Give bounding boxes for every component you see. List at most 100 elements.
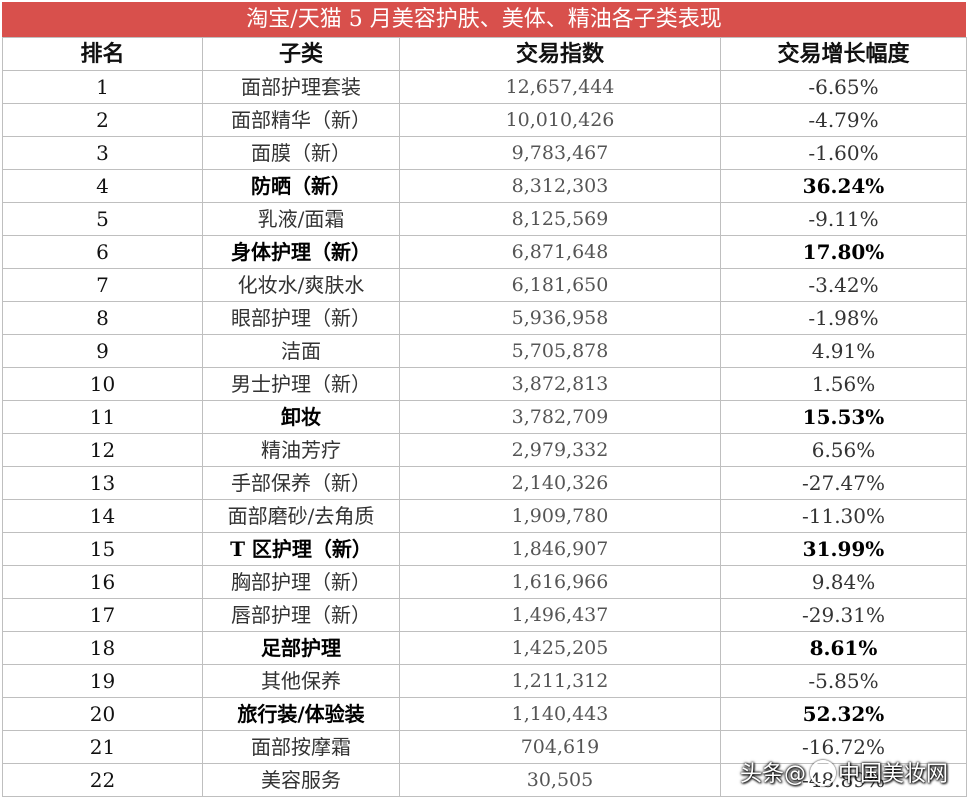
watermark-prefix: 头条 (739, 762, 784, 787)
rank-cell: 22 (2, 763, 203, 797)
subcategory-cell: 洁面 (202, 334, 400, 368)
subcategory-cell: 卸妆 (202, 400, 400, 434)
subcategory-cell: T 区护理（新） (202, 532, 400, 566)
index-cell: 1,909,780 (399, 499, 721, 533)
growth-cell: -48.89% (720, 763, 967, 797)
index-cell: 8,125,569 (399, 202, 721, 236)
header-rank: 排名 (2, 37, 203, 71)
growth-cell: -1.98% (720, 301, 967, 335)
rank-cell: 17 (2, 598, 203, 632)
rank-cell: 21 (2, 730, 203, 764)
subcategory-cell: 身体护理（新） (202, 235, 400, 269)
rank-cell: 2 (2, 103, 203, 137)
rank-cell: 6 (2, 235, 203, 269)
table-row: 1 面部护理套装 12,657,444 -6.65% (2, 70, 967, 104)
subcategory-cell: 胸部护理（新） (202, 565, 400, 599)
index-cell: 2,979,332 (399, 433, 721, 467)
rank-cell: 18 (2, 631, 203, 665)
index-cell: 5,936,958 (399, 301, 721, 335)
subcategory-cell: 化妆水/爽肤水 (202, 268, 400, 302)
rank-cell: 5 (2, 202, 203, 236)
rank-cell: 3 (2, 136, 203, 170)
data-table: 排名 子类 交易指数 交易增长幅度 1 面部护理套装 12,657,444 -6.65… (2, 37, 967, 797)
subcategory-cell: 眼部护理（新） (202, 301, 400, 335)
subcategory-cell: 面部磨砂/去角质 (202, 499, 400, 533)
rank-cell: 4 (2, 169, 203, 203)
table-row: 7 化妆水/爽肤水 6,181,650 -3.42% (2, 268, 967, 302)
subcategory-cell: 精油芳疗 (202, 433, 400, 467)
rank-cell: 9 (2, 334, 203, 368)
table-row: 8 眼部护理（新） 5,936,958 -1.98% (2, 301, 967, 335)
index-cell: 704,619 (399, 730, 721, 764)
subcategory-cell: 面部护理套装 (202, 70, 400, 104)
growth-cell: 9.84% (720, 565, 967, 599)
table-row: 17 唇部护理（新） 1,496,437 -29.31% (2, 598, 967, 632)
rank-cell: 1 (2, 70, 203, 104)
index-cell: 9,783,467 (399, 136, 721, 170)
watermark-at: @ (783, 762, 806, 787)
table-title: 淘宝/天猫 5 月美容护肤、美体、精油各子类表现 (2, 2, 966, 37)
index-cell: 12,657,444 (399, 70, 721, 104)
table-row: 18 足部护理 1,425,205 8.61% (2, 631, 967, 665)
table-row: 10 男士护理（新） 3,872,813 1.56% (2, 367, 967, 401)
index-cell: 6,871,648 (399, 235, 721, 269)
growth-cell: 31.99% (720, 532, 967, 566)
growth-cell: -6.65% (720, 70, 967, 104)
rank-cell: 14 (2, 499, 203, 533)
table-row: 20 旅行装/体验装 1,140,443 52.32% (2, 697, 967, 731)
table-row: 12 精油芳疗 2,979,332 6.56% (2, 433, 967, 467)
growth-cell: 1.56% (720, 367, 967, 401)
index-cell: 10,010,426 (399, 103, 721, 137)
rank-cell: 11 (2, 400, 203, 434)
subcategory-cell: 其他保养 (202, 664, 400, 698)
rank-cell: 15 (2, 532, 203, 566)
index-cell: 3,782,709 (399, 400, 721, 434)
growth-cell: -3.42% (720, 268, 967, 302)
rank-cell: 13 (2, 466, 203, 500)
table-row: 15 T 区护理（新） 1,846,907 31.99% (2, 532, 967, 566)
table-row: 9 洁面 5,705,878 4.91% (2, 334, 967, 368)
table-row: 4 防晒（新） 8,312,303 36.24% (2, 169, 967, 203)
table-row: 2 面部精华（新） 10,010,426 -4.79% (2, 103, 967, 137)
index-cell: 1,616,966 (399, 565, 721, 599)
index-cell: 8,312,303 (399, 169, 721, 203)
growth-cell: 8.61% (720, 631, 967, 665)
subcategory-cell: 男士护理（新） (202, 367, 400, 401)
table-row: 5 乳液/面霜 8,125,569 -9.11% (2, 202, 967, 236)
rank-cell: 19 (2, 664, 203, 698)
growth-cell: 6.56% (720, 433, 967, 467)
growth-cell: -29.31% (720, 598, 967, 632)
table-body: 1 面部护理套装 12,657,444 -6.65% 2 面部精华（新） 10,010,42… (2, 70, 967, 797)
rank-cell: 10 (2, 367, 203, 401)
growth-cell: -27.47% (720, 466, 967, 500)
index-cell: 1,496,437 (399, 598, 721, 632)
index-cell: 1,846,907 (399, 532, 721, 566)
growth-cell: 15.53% (720, 400, 967, 434)
subcategory-cell: 防晒（新） (202, 169, 400, 203)
rank-cell: 12 (2, 433, 203, 467)
table-row: 3 面膜（新） 9,783,467 -1.60% (2, 136, 967, 170)
table-row: 16 胸部护理（新） 1,616,966 9.84% (2, 565, 967, 599)
growth-cell: -11.30% (720, 499, 967, 533)
index-cell: 1,211,312 (399, 664, 721, 698)
index-cell: 3,872,813 (399, 367, 721, 401)
subcategory-cell: 美容服务 (202, 763, 400, 797)
header-index: 交易指数 (399, 37, 721, 71)
table-row: 6 身体护理（新） 6,871,648 17.80% (2, 235, 967, 269)
rank-cell: 20 (2, 697, 203, 731)
subcategory-cell: 旅行装/体验装 (202, 697, 400, 731)
subcategory-cell: 面部按摩霜 (202, 730, 400, 764)
subcategory-cell: 面膜（新） (202, 136, 400, 170)
header-growth: 交易增长幅度 (720, 37, 967, 71)
watermark-logo-icon (809, 760, 836, 786)
index-cell: 6,181,650 (399, 268, 721, 302)
rank-cell: 7 (2, 268, 203, 302)
table-row: 13 手部保养（新） 2,140,326 -27.47% (2, 466, 967, 500)
growth-cell: -5.85% (720, 664, 967, 698)
growth-cell: -9.11% (720, 202, 967, 236)
table-row: 21 面部按摩霜 704,619 -16.72% (2, 730, 967, 764)
growth-cell: 36.24% (720, 169, 967, 203)
growth-cell: -1.60% (720, 136, 967, 170)
subcategory-cell: 面部精华（新） (202, 103, 400, 137)
subcategory-cell: 手部保养（新） (202, 466, 400, 500)
